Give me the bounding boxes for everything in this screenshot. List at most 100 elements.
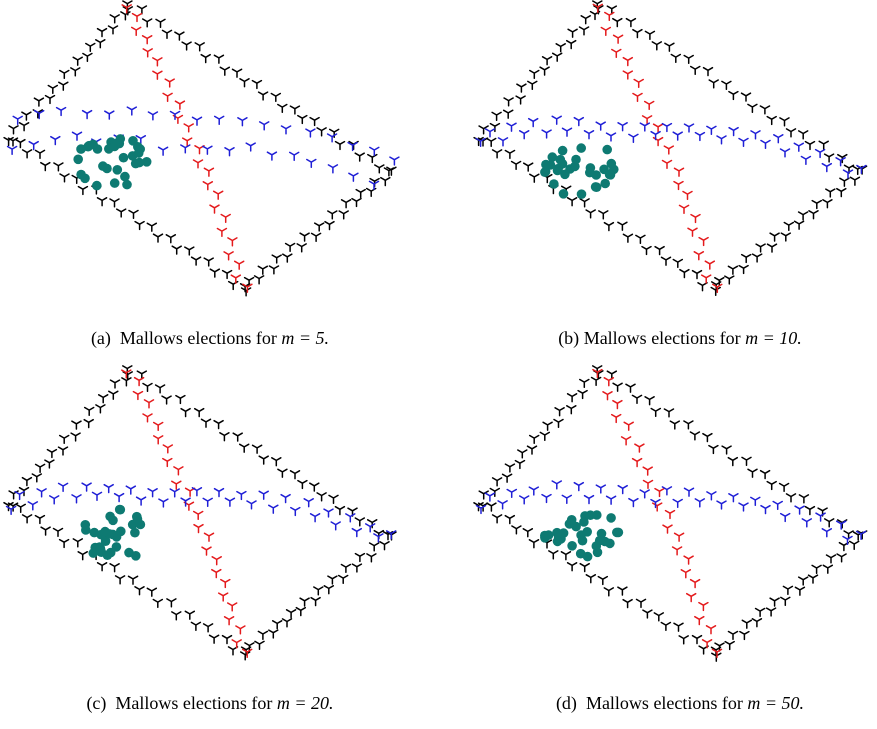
border-marker: [254, 640, 265, 650]
horizontal-path-marker: [245, 142, 256, 152]
mallows-point: [552, 527, 562, 538]
border-marker: [134, 220, 145, 231]
border-marker: [338, 210, 349, 220]
mallows-point: [557, 159, 568, 169]
horizontal-path-marker: [125, 485, 137, 495]
horizontal-path-marker: [57, 482, 69, 492]
border-marker: [152, 598, 164, 609]
border-marker: [721, 445, 732, 455]
border-marker: [146, 587, 158, 597]
border-marker: [15, 503, 26, 513]
horizontal-path-marker: [497, 500, 508, 510]
diagonal-path-marker: [603, 377, 615, 387]
diagonal-path-marker: [230, 274, 242, 284]
border-marker: [21, 476, 33, 487]
border-marker: [58, 538, 70, 549]
horizontal-path-marker: [506, 122, 517, 132]
horizontal-path-marker: [661, 486, 673, 496]
horizontal-path-marker: [773, 134, 784, 144]
border-marker: [190, 256, 202, 266]
border-marker: [603, 221, 615, 232]
caption-b: (b) Mallows elections for m = 10.: [470, 328, 877, 349]
horizontal-path-marker: [639, 122, 651, 132]
border-marker: [679, 268, 690, 279]
border-marker: [644, 396, 655, 406]
horizontal-path-marker: [541, 493, 552, 504]
border-marker: [351, 197, 362, 208]
caption-text: Mallows elections for: [115, 693, 273, 713]
border-marker: [324, 220, 335, 231]
border-marker: [202, 623, 214, 633]
horizontal-path-marker: [202, 497, 213, 507]
diagonal-path-marker: [634, 443, 645, 453]
horizontal-path-marker: [389, 156, 400, 166]
horizontal-path-marker: [661, 122, 673, 133]
border-marker: [502, 109, 514, 119]
border-marker: [334, 505, 346, 516]
caption-c: (c) Mallows elections for m = 20.: [0, 693, 420, 714]
horizontal-path-marker: [484, 128, 496, 138]
diagonal-path-marker: [700, 274, 712, 284]
border-marker: [590, 376, 602, 387]
horizontal-path-marker: [224, 147, 235, 157]
horizontal-path-marker: [716, 500, 727, 510]
diagonal-path-marker: [183, 123, 194, 133]
border-marker: [822, 199, 833, 209]
diagonal-path-marker: [233, 260, 245, 270]
border-marker: [848, 540, 860, 550]
border-marker: [46, 448, 58, 459]
horizontal-path-marker: [694, 498, 706, 508]
border-marker: [793, 220, 805, 230]
border-marker: [351, 563, 363, 573]
mallows-point: [557, 145, 568, 156]
border-marker: [253, 275, 265, 285]
caption-text: Mallows elections for: [585, 693, 743, 713]
border-marker: [741, 619, 753, 629]
border-marker: [727, 456, 739, 467]
diagonal-path-marker: [162, 457, 173, 468]
horizontal-path-marker: [288, 151, 300, 161]
border-marker: [794, 586, 806, 596]
mallows-point: [112, 165, 123, 175]
diagonal-path-marker: [174, 100, 186, 110]
diagonal-path-marker: [143, 399, 155, 409]
diagonal-path-marker: [632, 92, 643, 103]
border-marker: [751, 618, 763, 628]
horizontal-path-marker: [551, 115, 562, 125]
horizontal-path-marker: [147, 488, 158, 498]
horizontal-path-marker: [528, 486, 540, 496]
horizontal-path-marker: [236, 490, 247, 501]
diagonal-path-marker: [193, 523, 204, 534]
horizontal-path-marker: [793, 142, 805, 152]
mallows-point: [541, 159, 551, 170]
diagonal-path-marker: [211, 556, 222, 566]
border-marker: [34, 463, 46, 473]
horizontal-path-marker: [237, 117, 248, 127]
mallows-point: [602, 144, 612, 155]
mallows-point: [80, 173, 90, 184]
horizontal-path-marker: [191, 487, 203, 497]
border-marker: [631, 394, 643, 404]
horizontal-path-marker: [772, 500, 783, 511]
border-marker: [71, 420, 82, 430]
horizontal-path-marker: [694, 131, 706, 142]
horizontal-path-marker: [518, 495, 530, 505]
border-marker: [15, 138, 26, 149]
diagonal-path-marker: [663, 145, 675, 155]
border-marker: [277, 468, 288, 478]
horizontal-path-marker: [113, 492, 125, 503]
horizontal-path-marker: [224, 497, 236, 507]
border-marker: [44, 459, 55, 469]
border-marker: [759, 469, 771, 480]
border-marker: [161, 29, 173, 39]
diagonal-path-marker: [209, 204, 220, 214]
border-marker: [72, 56, 83, 66]
horizontal-path-marker: [28, 140, 39, 151]
horizontal-path-marker: [738, 137, 749, 148]
horizontal-path-marker: [842, 535, 853, 546]
border-marker: [18, 122, 30, 132]
border-marker: [34, 149, 46, 159]
diagonal-path-marker: [683, 555, 694, 565]
diagonal-path-marker: [121, 4, 132, 14]
caption-d: (d) Mallows elections for m = 50.: [470, 693, 877, 714]
